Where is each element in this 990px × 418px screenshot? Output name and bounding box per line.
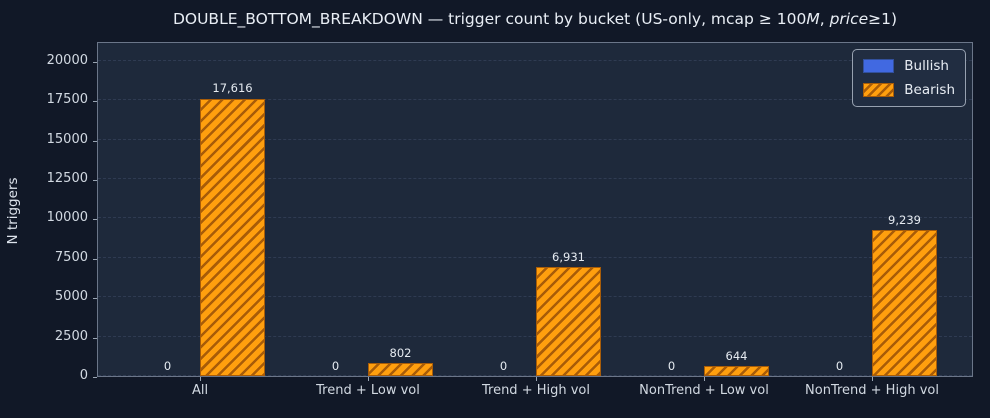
y-tick-label: 7500 xyxy=(54,249,88,265)
x-tick-label: Trend + High vol xyxy=(481,383,590,398)
y-tick-label: 12500 xyxy=(46,171,88,187)
bar-bearish-2 xyxy=(536,266,601,376)
chart-title: DOUBLE_BOTTOM_BREAKDOWN — trigger count … xyxy=(97,10,973,28)
bar-value-label: 0 xyxy=(499,359,508,373)
bar-value-label: 0 xyxy=(331,359,340,373)
y-tick-mark xyxy=(93,140,97,142)
x-tick-mark xyxy=(368,377,369,381)
y-tick-label: 2500 xyxy=(54,328,88,344)
y-tick-mark xyxy=(93,180,97,182)
bar-value-label: 9,239 xyxy=(888,213,921,228)
y-tick-label: 10000 xyxy=(46,210,88,226)
y-tick-mark xyxy=(93,219,97,221)
y-tick-mark xyxy=(93,298,97,300)
x-tick-label: Trend + Low vol xyxy=(316,383,420,398)
x-tick-mark xyxy=(872,377,873,381)
y-tick-label: 5000 xyxy=(54,289,88,305)
legend-item-bullish: Bullish xyxy=(863,58,955,74)
bar-value-label: 0 xyxy=(667,359,676,373)
x-tick-label: All xyxy=(191,383,209,398)
y-tick-mark xyxy=(93,337,97,339)
title-comma: , xyxy=(819,10,830,28)
bar-value-label: 644 xyxy=(725,348,748,363)
bar-value-label: 0 xyxy=(835,359,844,373)
bar-value-label: 0 xyxy=(163,359,172,373)
bar-value-label: 802 xyxy=(389,346,412,361)
legend-label-bearish: Bearish xyxy=(904,82,955,98)
x-tick-label: NonTrend + High vol xyxy=(805,383,939,398)
y-tick-mark xyxy=(93,61,97,63)
title-italic-m: M xyxy=(806,10,820,28)
bar-bearish-4 xyxy=(872,230,937,376)
legend-swatch-bearish xyxy=(863,83,895,97)
plot-area: 0 0 0 0 0 17,616 802 6,931 644 9,239 Bullish Bear… xyxy=(97,42,973,377)
title-suffix: ≥1) xyxy=(868,10,898,28)
bar-value-label: 6,931 xyxy=(552,249,585,264)
x-tick-mark xyxy=(536,377,537,381)
y-tick-label: 17500 xyxy=(46,92,88,108)
title-text: DOUBLE_BOTTOM_BREAKDOWN — trigger count … xyxy=(172,10,807,28)
bar-bearish-1 xyxy=(368,363,433,376)
legend-item-bearish: Bearish xyxy=(863,82,955,98)
y-tick-label: 15000 xyxy=(46,131,88,147)
y-tick-mark xyxy=(93,258,97,260)
bar-bearish-0 xyxy=(200,98,265,376)
gridline xyxy=(98,59,972,61)
bar-bearish-3 xyxy=(704,365,769,376)
x-tick-mark xyxy=(704,377,705,381)
x-tick-label: NonTrend + Low vol xyxy=(639,383,769,398)
x-tick-mark xyxy=(200,377,201,381)
bar-value-label: 17,616 xyxy=(212,81,253,96)
y-tick-mark xyxy=(93,377,97,378)
legend-swatch-bullish xyxy=(863,59,895,73)
legend-label-bullish: Bullish xyxy=(904,58,949,74)
y-tick-label: 0 xyxy=(79,368,88,383)
title-italic-price: price xyxy=(829,10,869,28)
y-tick-label: 20000 xyxy=(46,52,88,68)
y-tick-mark xyxy=(93,101,97,103)
legend: Bullish Bearish xyxy=(852,49,966,107)
